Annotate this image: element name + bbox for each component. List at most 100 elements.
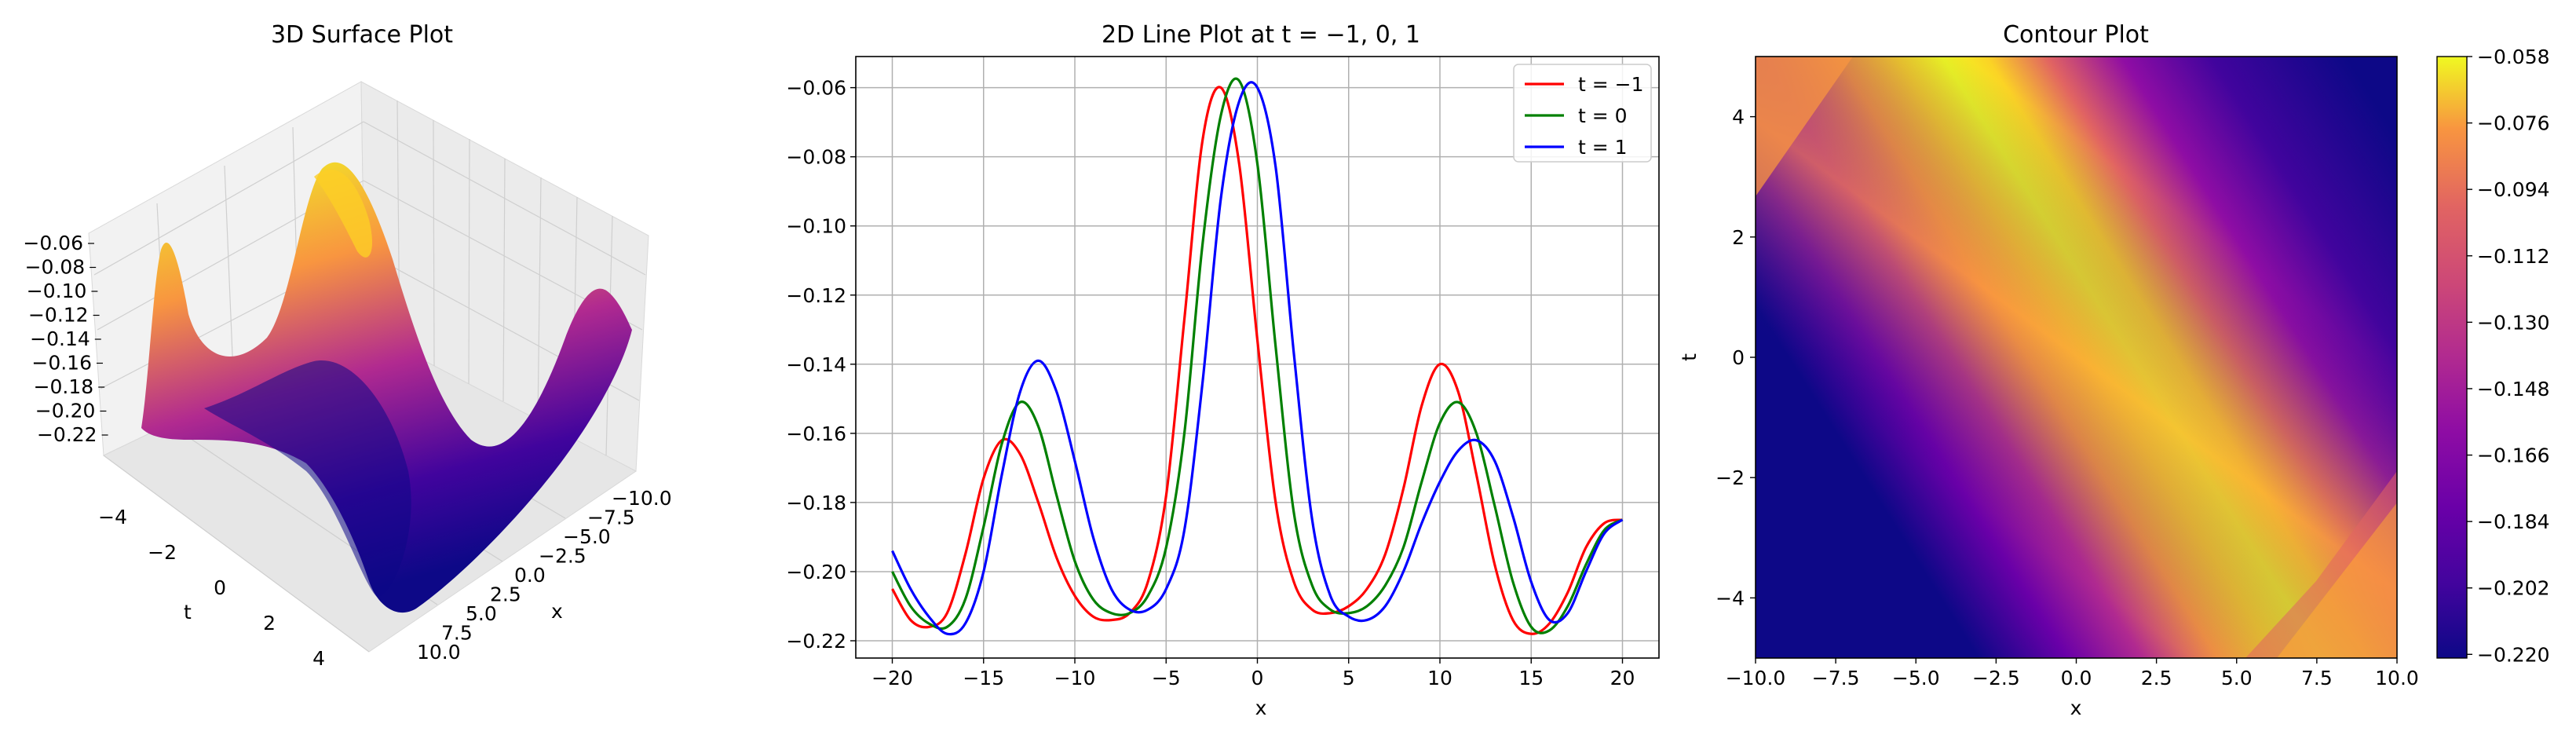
- heatmap-panel: Contour Plot −10.0 −7.5 −5.0 −2.5 0.0 2.5 5.0 7…: [1678, 21, 2550, 719]
- heatmap-x-tick-label: 0.0: [2061, 667, 2092, 689]
- surface-z-tick-label: −0.08: [25, 256, 86, 279]
- heatmap-y-tick-label: 4: [1732, 106, 1745, 129]
- line-y-tick-label: −0.10: [786, 215, 846, 238]
- line-y-ticks: −0.06 −0.08 −0.10 −0.12 −0.14 −0.16 −0.18 −0.20…: [786, 77, 856, 653]
- colorbar: [2436, 56, 2468, 659]
- colorbar-tick-label: −0.076: [2477, 112, 2550, 135]
- heatmap-x-axis-label: x: [2070, 697, 2082, 719]
- surface-t-tick-label: −4: [98, 506, 127, 528]
- line-x-tick-label: −20: [871, 667, 913, 689]
- line-x-tick-label: 10: [1427, 667, 1452, 689]
- surface-z-tick-label: −0.16: [31, 352, 92, 375]
- surface-mesh: [141, 162, 632, 613]
- legend-box: [1513, 64, 1652, 163]
- line-title: 2D Line Plot at t = −1, 0, 1: [1102, 21, 1420, 49]
- line-series-2: [891, 81, 1624, 636]
- colorbar-tick-label: −0.148: [2477, 378, 2550, 400]
- line-panel: 2D Line Plot at t = −1, 0, 1 −20 −15 −10 −5…: [786, 21, 1660, 719]
- line-y-tick-label: −0.12: [786, 284, 846, 307]
- colorbar-ticks: −0.058 −0.076 −0.094 −0.112 −0.130 −0.148 −0.1…: [2467, 46, 2550, 666]
- line-series-group: [891, 77, 1624, 636]
- surface-x-ticks: −10.0−7.5−5.0−2.50.02.55.07.510.0: [417, 487, 672, 664]
- line-x-tick-label: 0: [1251, 667, 1264, 689]
- surface-x-tick-label: −5.0: [563, 525, 611, 548]
- surface-x-tick-label: 0.0: [514, 564, 546, 587]
- surface-z-tick-label: −0.20: [35, 400, 96, 422]
- line-series-0: [891, 86, 1623, 635]
- line-x-tick-label: −5: [1152, 667, 1181, 689]
- line-y-tick-label: −0.14: [786, 353, 846, 376]
- heatmap-y-tick-label: 0: [1732, 346, 1745, 369]
- line-y-tick-label: −0.22: [786, 630, 846, 653]
- heatmap-x-ticks: −10.0 −7.5 −5.0 −2.5 0.0 2.5 5.0 7.5 10.0: [1726, 658, 2419, 689]
- legend-label-1: t = 0: [1578, 104, 1628, 127]
- surface-z-tick-label: −0.22: [37, 423, 97, 446]
- surface-x-axis-label: x: [551, 600, 563, 623]
- surface-z-tick-label: −0.10: [27, 280, 87, 302]
- heatmap-x-tick-label: 2.5: [2141, 667, 2172, 689]
- colorbar-tick-label: −0.166: [2477, 444, 2550, 467]
- surface-x-tick-label: 5.0: [466, 602, 497, 625]
- surface-z-ticks: −0.06−0.08−0.10−0.12−0.14−0.16−0.18−0.20…: [23, 232, 108, 446]
- line-grid: [856, 57, 1659, 658]
- surface-x-tick-label: 10.0: [417, 641, 461, 664]
- surface-x-tick-label: 7.5: [441, 622, 473, 645]
- heatmap-y-tick-label: −4: [1716, 587, 1745, 609]
- heatmap-x-tick-label: 5.0: [2221, 667, 2253, 689]
- surface-shading: [204, 360, 411, 597]
- surface-t-tick-label: 2: [263, 612, 276, 634]
- heatmap-x-tick-label: −7.5: [1812, 667, 1860, 689]
- surface-t-tick-label: −2: [148, 541, 177, 564]
- heatmap-x-tick-label: −2.5: [1972, 667, 2020, 689]
- line-y-tick-label: −0.08: [786, 146, 846, 169]
- line-x-tick-label: 20: [1610, 667, 1635, 689]
- surface-title: 3D Surface Plot: [271, 21, 453, 49]
- heatmap-x-tick-label: 10.0: [2375, 667, 2419, 689]
- line-x-tick-label: 5: [1343, 667, 1355, 689]
- line-x-axis-label: x: [1255, 697, 1267, 719]
- surface-t-tick-label: 0: [214, 576, 226, 599]
- surface-t-tick-label: 4: [312, 647, 325, 670]
- surface-x-tick-label: −2.5: [539, 545, 586, 568]
- line-x-tick-label: −10: [1054, 667, 1096, 689]
- line-x-tick-label: −15: [963, 667, 1004, 689]
- heatmap-y-ticks: 4 2 0 −2 −4: [1716, 106, 1756, 609]
- line-y-tick-label: −0.18: [786, 492, 846, 514]
- surface-z-tick-label: −0.12: [28, 304, 89, 327]
- heatmap-image: [1756, 57, 2397, 658]
- colorbar-tick-label: −0.094: [2477, 178, 2550, 201]
- legend-label-2: t = 1: [1578, 136, 1628, 159]
- colorbar-tick-label: −0.130: [2477, 311, 2550, 334]
- line-series-1: [891, 77, 1624, 634]
- heatmap-y-tick-label: 2: [1732, 226, 1745, 249]
- colorbar-tick-label: −0.202: [2477, 577, 2550, 600]
- legend-label-0: t = −1: [1578, 73, 1644, 96]
- heatmap-title: Contour Plot: [2003, 21, 2149, 49]
- surface-x-tick-label: −7.5: [587, 506, 635, 529]
- colorbar-tick-label: −0.184: [2477, 510, 2550, 533]
- colorbar-tick-label: −0.112: [2477, 245, 2550, 268]
- surface-t-axis-label: t: [184, 601, 192, 623]
- heatmap-y-axis-label: t: [1678, 353, 1701, 361]
- line-x-tick-label: 15: [1518, 667, 1544, 689]
- colorbar-tick-label: −0.058: [2477, 46, 2550, 68]
- line-y-tick-label: −0.16: [786, 422, 846, 445]
- surface-ridge-highlight: [314, 170, 373, 258]
- surface-z-tick-label: −0.18: [34, 375, 94, 398]
- line-y-tick-label: −0.20: [786, 561, 846, 583]
- surface-z-tick-label: −0.06: [23, 232, 83, 254]
- heatmap-x-tick-label: −10.0: [1726, 667, 1786, 689]
- line-y-tick-label: −0.06: [786, 77, 846, 100]
- line-legend: t = −1 t = 0 t = 1: [1513, 64, 1652, 163]
- line-x-ticks: −20 −15 −10 −5 0 5 10 15 20: [871, 658, 1635, 689]
- surface-x-tick-label: 2.5: [490, 583, 521, 606]
- surface-z-tick-label: −0.14: [30, 327, 90, 350]
- surface-panel: 3D Surface Plot: [23, 21, 671, 670]
- heatmap-x-tick-label: 7.5: [2301, 667, 2333, 689]
- heatmap-y-tick-label: −2: [1716, 466, 1745, 489]
- heatmap-x-tick-label: −5.0: [1892, 667, 1940, 689]
- surface-t-ticks: −4 −2 0 2 4: [98, 506, 325, 670]
- colorbar-tick-label: −0.220: [2477, 643, 2550, 666]
- surface-x-tick-label: −10.0: [612, 487, 672, 510]
